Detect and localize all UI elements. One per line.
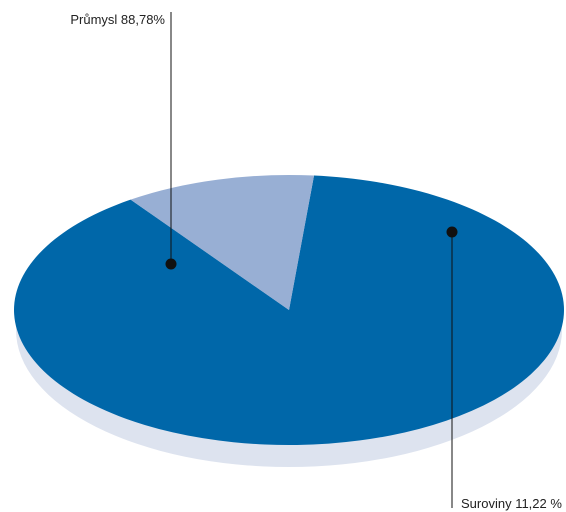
slice-label-prumysl: Průmysl 88,78%: [70, 12, 165, 27]
prumysl-leader-dot: [165, 258, 177, 270]
pie-slice-suroviny: [130, 175, 315, 310]
suroviny-leader-dot: [446, 226, 458, 238]
slice-label-suroviny: Suroviny 11,22 %: [461, 496, 562, 511]
pie-slice-prumysl: [14, 175, 565, 446]
